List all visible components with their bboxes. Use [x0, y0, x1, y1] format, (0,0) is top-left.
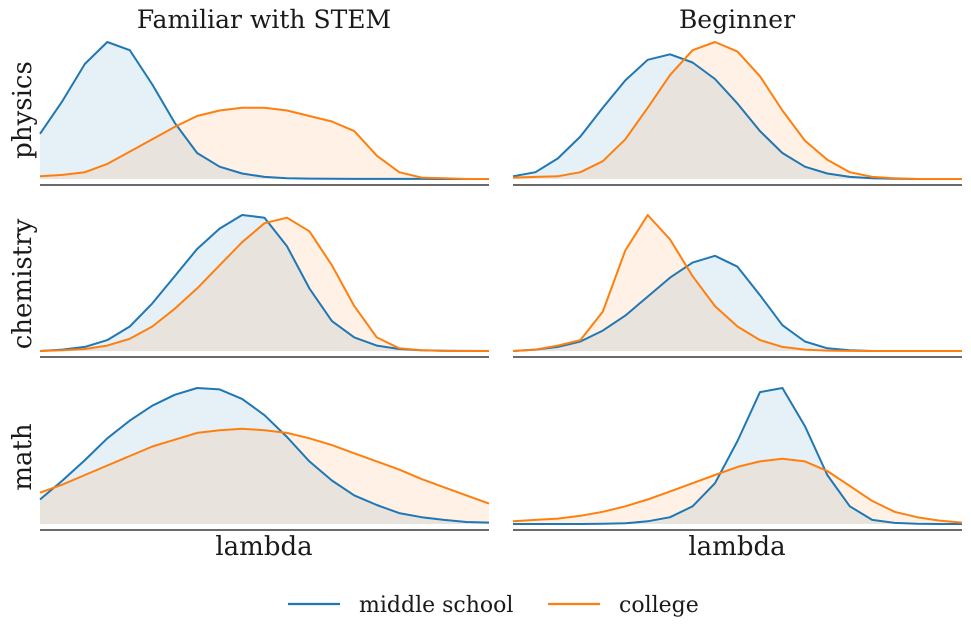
area-middle-school-chemistry-beginner [513, 255, 962, 351]
area-middle-school-chemistry-familiar-with-stem [40, 215, 489, 351]
line-middle-school-math-familiar-with-stem [39, 387, 490, 524]
legend: middle school college [288, 593, 699, 618]
row-label-physics: physics [8, 61, 38, 159]
line-middle-school-physics-familiar-with-stem [39, 41, 489, 180]
area-college-physics-beginner [513, 42, 962, 179]
panel-chemistry-beginner [512, 214, 962, 358]
line-college-math-beginner [512, 457, 963, 524]
panel-physics-beginner [512, 41, 962, 186]
line-college-physics-beginner [512, 41, 962, 180]
area-middle-school-math-familiar-with-stem [40, 388, 489, 524]
area-middle-school-math-beginner [513, 388, 962, 524]
row-label-math: math [8, 423, 38, 491]
x-axis-label-left: lambda [215, 532, 312, 562]
area-middle-school-physics-familiar-with-stem [40, 42, 489, 179]
line-middle-school-math-beginner [513, 387, 962, 525]
line-college-chemistry-familiar-with-stem [39, 216, 489, 352]
area-college-physics-familiar-with-stem [40, 107, 489, 179]
panel-chemistry-familiar-with-stem [39, 214, 490, 358]
legend-label-college: college [619, 593, 699, 618]
line-college-math-familiar-with-stem [39, 427, 490, 505]
column-title-beginner: Beginner [679, 5, 795, 34]
line-college-physics-familiar-with-stem [39, 106, 489, 180]
x-axis-label-right: lambda [688, 532, 785, 562]
area-college-chemistry-familiar-with-stem [40, 217, 489, 351]
panel-math-familiar-with-stem [39, 387, 490, 531]
legend-label-middle-school: middle school [359, 593, 513, 618]
area-middle-school-physics-beginner [513, 54, 962, 179]
area-college-math-beginner [513, 458, 962, 524]
column-title-familiar: Familiar with STEM [137, 5, 391, 34]
area-college-math-familiar-with-stem [40, 428, 489, 524]
panel-physics-familiar-with-stem [39, 41, 489, 186]
area-college-chemistry-beginner [513, 215, 962, 351]
line-college-chemistry-beginner [512, 214, 962, 352]
panels-group [39, 41, 963, 531]
panel-math-beginner [512, 387, 963, 531]
row-label-chemistry: chemistry [8, 218, 38, 349]
